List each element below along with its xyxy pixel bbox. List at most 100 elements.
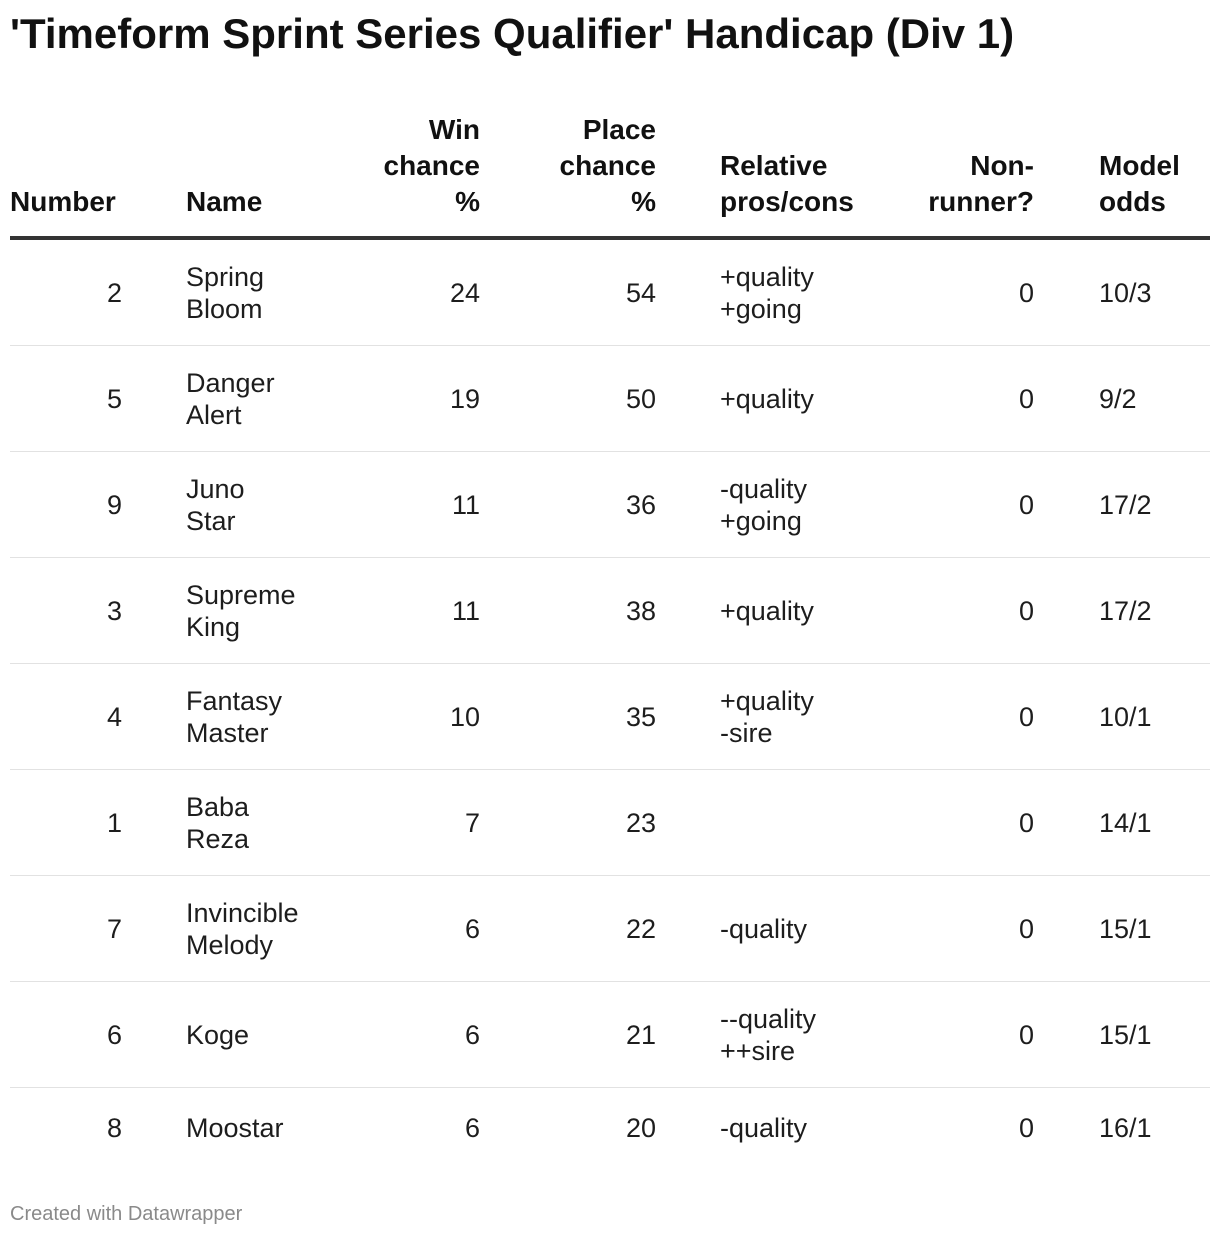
cell-spacer — [656, 769, 720, 876]
cell-number: 2 — [10, 238, 122, 346]
cell-spacer — [122, 981, 186, 1088]
cell-name: Juno Star — [186, 451, 342, 558]
cell-win-chance: 10 — [342, 663, 480, 770]
table-row: 7 Invincible Melody 6 22 -quality 0 15/1 — [10, 875, 1210, 982]
cell-non-runner: 0 — [890, 451, 1034, 558]
table-body: 2 Spring Bloom 24 54 +quality +going 0 10/3 5 Da… — [10, 238, 1210, 1168]
cell-win-chance: 6 — [464, 1113, 480, 1143]
cell-number: 3 — [10, 557, 122, 664]
cell-name: Supreme King — [186, 557, 342, 664]
cell-pros-cons: +quality — [720, 557, 890, 664]
cell-spacer — [122, 663, 186, 770]
table-title: 'Timeform Sprint Series Qualifier' Handi… — [10, 10, 1015, 57]
cell-model-odds: 16/1 — [1099, 1113, 1152, 1143]
cell-number: 7 — [10, 875, 122, 982]
cell-spacer — [656, 875, 720, 982]
header-spacer — [656, 112, 720, 240]
cell-place-chance: 38 — [480, 557, 656, 664]
cell-place-chance: 21 — [480, 981, 656, 1088]
cell-place-chance: 22 — [480, 875, 656, 982]
cell-spacer — [656, 238, 720, 346]
cell-spacer — [122, 345, 186, 452]
cell-number: 4 — [10, 663, 122, 770]
cell-model-odds: 14/1 — [1099, 769, 1210, 876]
cell-pros-cons: -quality — [720, 1113, 808, 1143]
table-row: 8 Moostar 6 20 -quality 0 16/1 — [10, 1088, 1210, 1169]
cell-number: 5 — [10, 345, 122, 452]
table-row: 9 Juno Star 11 36 -quality +going 0 17/2 — [10, 451, 1210, 558]
cell-name: Spring Bloom — [186, 238, 342, 346]
header-win-chance: Win chance % — [342, 112, 480, 240]
cell-name: Danger Alert — [186, 345, 342, 452]
cell-pros-cons: -quality +going — [720, 451, 890, 558]
cell-non-runner: 0 — [890, 557, 1034, 664]
cell-win-chance: 11 — [342, 451, 480, 558]
cell-win-chance: 11 — [342, 557, 480, 664]
cell-win-chance: 19 — [342, 345, 480, 452]
cell-model-odds: 10/1 — [1099, 663, 1210, 770]
cell-spacer — [1034, 1088, 1099, 1169]
cell-spacer — [656, 557, 720, 664]
race-table: Number Name Win chance % Place chance % … — [10, 112, 1210, 1168]
header-pros-cons: Relative pros/cons — [720, 112, 890, 240]
cell-non-runner: 0 — [890, 345, 1034, 452]
cell-spacer — [1034, 769, 1099, 876]
cell-model-odds: 15/1 — [1099, 981, 1210, 1088]
cell-non-runner: 0 — [890, 875, 1034, 982]
cell-pros-cons: -quality — [720, 875, 890, 982]
header-non-runner: Non- runner? — [890, 112, 1034, 240]
cell-place-chance: 50 — [480, 345, 656, 452]
cell-spacer — [656, 345, 720, 452]
cell-model-odds: 9/2 — [1099, 345, 1210, 452]
table-row: 1 Baba Reza 7 23 0 14/1 — [10, 769, 1210, 876]
table-header: Number Name Win chance % Place chance % … — [10, 112, 1210, 240]
cell-name: Moostar — [186, 1113, 284, 1143]
cell-place-chance: 23 — [480, 769, 656, 876]
cell-place-chance: 36 — [480, 451, 656, 558]
cell-spacer — [656, 981, 720, 1088]
cell-number: 9 — [10, 451, 122, 558]
table-row: 3 Supreme King 11 38 +quality 0 17/2 — [10, 557, 1210, 664]
cell-place-chance: 35 — [480, 663, 656, 770]
cell-model-odds: 15/1 — [1099, 875, 1210, 982]
cell-number: 1 — [10, 769, 122, 876]
cell-spacer — [1034, 451, 1099, 558]
cell-pros-cons — [720, 769, 890, 876]
cell-spacer — [656, 1088, 720, 1169]
cell-win-chance: 7 — [342, 769, 480, 876]
header-row: Number Name Win chance % Place chance % … — [10, 112, 1210, 240]
cell-spacer — [656, 451, 720, 558]
table-row: 2 Spring Bloom 24 54 +quality +going 0 10/3 — [10, 238, 1210, 346]
cell-pros-cons: +quality -sire — [720, 663, 890, 770]
cell-non-runner: 0 — [1018, 1113, 1034, 1143]
cell-place-chance: 54 — [480, 238, 656, 346]
cell-name: Fantasy Master — [186, 663, 342, 770]
header-place-chance: Place chance % — [480, 112, 656, 240]
footer-credit: Created with Datawrapper — [10, 1203, 243, 1225]
table-row: 6 Koge 6 21 --quality ++sire 0 15/1 — [10, 981, 1210, 1088]
cell-name: Koge — [186, 981, 342, 1088]
cell-spacer — [1034, 345, 1099, 452]
header-spacer — [122, 112, 186, 240]
header-number: Number — [10, 112, 122, 240]
cell-name: Baba Reza — [186, 769, 342, 876]
cell-win-chance: 6 — [342, 875, 480, 982]
cell-number: 8 — [106, 1113, 122, 1143]
cell-spacer — [122, 875, 186, 982]
cell-spacer — [1034, 875, 1099, 982]
cell-win-chance: 24 — [342, 238, 480, 346]
cell-model-odds: 17/2 — [1099, 557, 1210, 664]
cell-spacer — [1034, 238, 1099, 346]
cell-model-odds: 10/3 — [1099, 238, 1210, 346]
cell-number: 6 — [10, 981, 122, 1088]
cell-place-chance: 20 — [625, 1113, 656, 1143]
cell-spacer — [1034, 663, 1099, 770]
cell-name: Invincible Melody — [186, 875, 342, 982]
cell-pros-cons: +quality — [720, 345, 890, 452]
header-name: Name — [186, 112, 342, 240]
header-spacer — [1034, 112, 1099, 240]
cell-spacer — [122, 451, 186, 558]
cell-spacer — [122, 769, 186, 876]
cell-non-runner: 0 — [890, 238, 1034, 346]
cell-non-runner: 0 — [890, 981, 1034, 1088]
